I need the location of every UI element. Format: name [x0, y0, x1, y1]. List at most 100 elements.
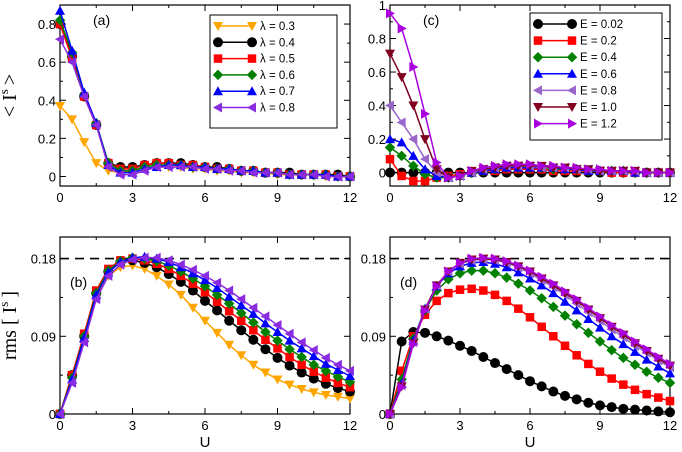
- legend-entry: E = 0.4: [580, 52, 617, 64]
- legend-marker: [567, 68, 577, 78]
- data-point: [629, 359, 641, 371]
- data-point: [479, 286, 488, 295]
- data-point: [595, 322, 605, 332]
- data-point: [248, 308, 259, 318]
- x-tick-label: 6: [201, 190, 208, 205]
- data-point: [249, 325, 258, 335]
- data-point: [212, 297, 222, 307]
- data-point: [618, 352, 629, 364]
- data-point: [396, 73, 407, 83]
- panel-label: (b): [70, 274, 87, 290]
- data-point: [79, 337, 89, 348]
- data-point: [236, 300, 247, 310]
- data-point: [618, 339, 629, 349]
- legend-entry: λ = 0.6: [260, 70, 295, 82]
- data-point: [549, 332, 558, 341]
- data-point: [489, 268, 501, 279]
- data-point: [272, 320, 282, 331]
- data-point: [55, 34, 64, 45]
- legend-marker: [246, 69, 258, 81]
- data-point: [67, 57, 77, 68]
- data-point: [444, 266, 454, 277]
- legend-marker: [213, 37, 223, 48]
- data-point: [212, 305, 223, 316]
- data-point: [502, 159, 512, 170]
- data-point: [467, 165, 477, 176]
- data-point: [248, 167, 258, 178]
- data-point: [561, 162, 570, 173]
- data-point: [571, 318, 582, 330]
- data-point: [187, 285, 198, 296]
- data-point: [200, 275, 210, 285]
- y-tick-label: 0.8: [368, 32, 386, 47]
- data-point: [501, 272, 512, 283]
- data-point: [284, 343, 295, 355]
- x-tick-label: 6: [526, 418, 533, 433]
- x-tick-label: 9: [596, 418, 603, 433]
- data-point: [272, 335, 283, 346]
- data-point: [308, 169, 318, 180]
- series-line: [389, 288, 671, 415]
- data-point: [260, 368, 271, 378]
- data-point: [596, 164, 605, 175]
- data-point: [296, 343, 307, 353]
- data-point: [115, 169, 125, 180]
- x-tick-label: 0: [56, 418, 63, 433]
- data-point: [525, 313, 535, 322]
- x-tick-label: 12: [663, 190, 677, 205]
- y-axis-label-close: >: [0, 74, 21, 85]
- data-point: [514, 159, 524, 170]
- data-point: [431, 170, 442, 180]
- data-point: [237, 316, 246, 326]
- data-point: [537, 322, 546, 332]
- data-point: [641, 354, 652, 364]
- data-point: [560, 296, 570, 306]
- data-point: [187, 264, 197, 275]
- y-axis-label-main: rms [ I: [0, 307, 21, 360]
- data-point: [345, 394, 355, 404]
- data-point: [260, 326, 271, 338]
- y-tick-label: 0.2: [368, 132, 386, 147]
- data-point: [514, 304, 523, 313]
- data-point: [200, 163, 209, 174]
- data-point: [642, 344, 652, 355]
- y-axis-label: < Is >: [0, 74, 21, 117]
- data-point: [332, 371, 344, 383]
- legend-entry: E = 0.8: [580, 85, 617, 97]
- data-point: [420, 176, 430, 186]
- data-point: [572, 351, 581, 360]
- data-point: [630, 385, 640, 395]
- data-point: [212, 277, 222, 288]
- data-point: [308, 345, 318, 356]
- y-tick-label: 0.4: [368, 99, 386, 114]
- data-point: [175, 161, 185, 172]
- y-tick-label: 0.09: [31, 329, 56, 344]
- data-point: [260, 311, 270, 322]
- data-point: [664, 377, 676, 389]
- x-tick-label: 12: [663, 418, 677, 433]
- data-point: [320, 365, 332, 377]
- data-point: [408, 167, 419, 178]
- legend-marker: [566, 51, 578, 63]
- data-point: [559, 310, 571, 321]
- data-point: [385, 100, 394, 111]
- data-point: [260, 167, 270, 178]
- data-point: [490, 290, 500, 300]
- data-point: [284, 169, 294, 180]
- y-tick-label: 0.18: [31, 252, 56, 267]
- data-point: [384, 142, 396, 153]
- data-point: [385, 134, 395, 144]
- data-point: [397, 382, 407, 393]
- y-axis-label: rms [ Is]: [0, 291, 21, 360]
- series--0.8: [55, 34, 354, 182]
- data-point: [455, 285, 465, 294]
- data-point: [385, 49, 395, 59]
- data-point: [91, 120, 101, 131]
- legend-marker: [567, 85, 576, 96]
- data-point: [67, 115, 78, 125]
- data-point: [272, 352, 283, 363]
- data-point: [296, 169, 306, 180]
- data-point: [513, 278, 524, 289]
- data-point: [641, 366, 652, 377]
